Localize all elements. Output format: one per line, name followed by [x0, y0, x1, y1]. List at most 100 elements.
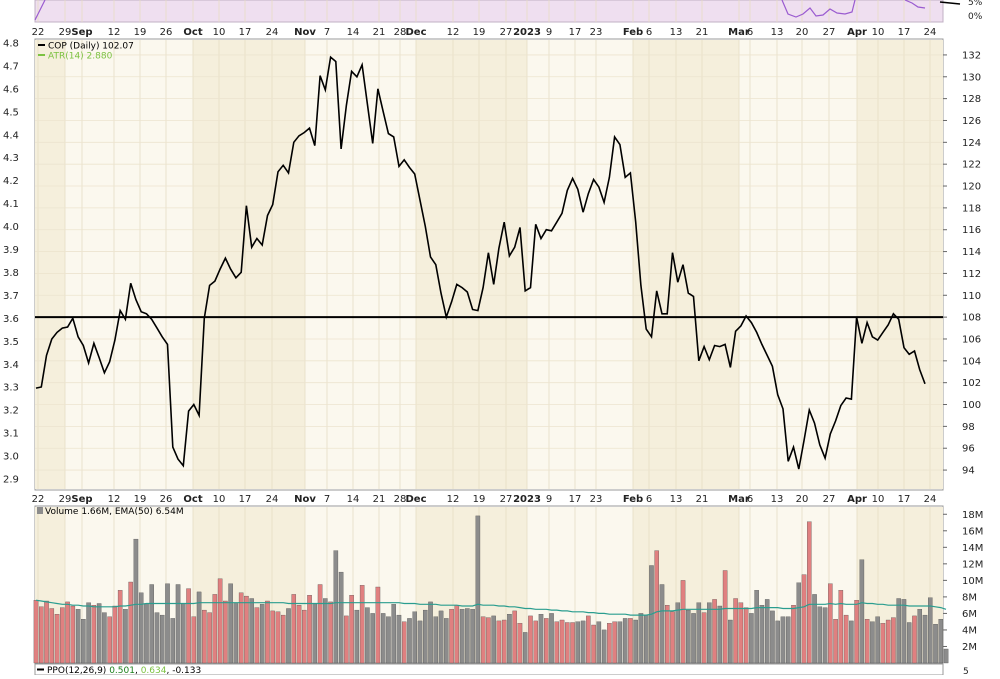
date-axis-top: 22 29 Sep 12 19 26 Oct 10 17 24 Nov 7 14 21 28 Dec 12 19 2…: [32, 27, 937, 38]
atr-axis-label: 4.3: [3, 153, 19, 164]
price-axis-label: 114: [962, 247, 981, 258]
price-axis-label: 118: [962, 203, 981, 214]
price-axis-label: 104: [962, 356, 981, 367]
volume-bar: [670, 611, 675, 664]
volume-bar: [312, 603, 318, 664]
legend-atr: ATR(14) 2.880: [48, 52, 113, 62]
volume-bar: [91, 605, 97, 664]
date-tick-label: 19: [134, 27, 147, 38]
date-tick-label: Nov: [294, 494, 316, 505]
top-panel-background: [34, 0, 944, 23]
price-axis-label: 102: [962, 378, 981, 389]
volume-bar: [212, 594, 218, 664]
volume-bar: [759, 605, 765, 664]
date-tick-label: 22: [32, 494, 45, 505]
volume-bar: [286, 608, 291, 664]
price-axis-label: 126: [962, 116, 981, 127]
date-tick-label: 17: [239, 494, 252, 505]
volume-axis-label: 12M: [962, 559, 983, 570]
volume-bar: [628, 618, 633, 664]
volume-bar: [133, 538, 139, 664]
date-tick-label: 10: [213, 494, 226, 505]
volume-bar: [528, 615, 533, 664]
volume-bar: [696, 602, 702, 664]
volume-bar: [885, 619, 891, 664]
date-tick-label: Dec: [405, 27, 426, 38]
volume-bar: [65, 601, 70, 664]
date-tick-label: 17: [569, 494, 582, 505]
volume-bar: [686, 609, 691, 664]
price-axis-label: 96: [962, 444, 975, 455]
date-tick-label: 10: [872, 494, 885, 505]
price-month-bands: [35, 40, 943, 489]
volume-bar: [691, 613, 696, 664]
date-tick-label: 29: [59, 494, 72, 505]
volume-bar: [522, 632, 528, 664]
volume-bar: [244, 595, 249, 664]
volume-axis-label: 8M: [962, 592, 977, 603]
volume-bar: [917, 609, 923, 664]
volume-bar: [75, 609, 81, 664]
date-tick-label: 13: [670, 27, 683, 38]
top-panel-line-left: [34, 0, 46, 21]
date-tick-label: 10: [213, 27, 226, 38]
date-tick-label: 27: [500, 27, 513, 38]
legend-ppo-label: PPO(12,26,9) 0.501, 0.634, -0.133: [47, 666, 201, 675]
volume-bar: [712, 599, 717, 664]
volume-bar: [870, 621, 875, 664]
date-tick-label: 26: [160, 27, 173, 38]
volume-bar: [675, 602, 681, 664]
price-axis-label: 130: [962, 72, 981, 83]
volume-bar: [664, 605, 670, 664]
volume-bar: [580, 620, 586, 664]
volume-bar: [465, 608, 470, 664]
price-axis-label: 106: [962, 334, 981, 345]
volume-bar: [570, 622, 575, 664]
volume-bar: [928, 597, 933, 664]
date-tick-label: 19: [473, 27, 486, 38]
volume-axis-label: 2M: [962, 642, 977, 653]
date-tick-label: 6: [646, 27, 652, 38]
volume-bar: [496, 620, 502, 664]
date-tick-label: 21: [696, 494, 709, 505]
date-tick-label: 14: [347, 494, 360, 505]
month-band: [527, 40, 633, 489]
volume-bar: [738, 602, 744, 664]
top-panel-overflow-line: [939, 1, 961, 5]
volume-bar: [822, 607, 828, 664]
volume-bar: [807, 521, 812, 664]
volume-bar: [680, 580, 686, 664]
date-tick-label: Mar: [728, 494, 750, 505]
date-tick-label: 19: [473, 494, 486, 505]
price-axis-label: 98: [962, 422, 975, 433]
volume-bar: [296, 605, 302, 664]
volume-ema-line: [35, 599, 947, 616]
volume-bar: [107, 616, 112, 664]
date-tick-label: Apr: [847, 27, 867, 38]
volume-bar: [444, 618, 449, 664]
date-tick-label: 21: [373, 494, 386, 505]
date-tick-label: Oct: [183, 27, 202, 38]
volume-bar: [170, 618, 176, 664]
volume-bar: [880, 623, 886, 664]
volume-bar: [54, 614, 60, 664]
volume-bar: [501, 619, 507, 664]
volume-bar: [612, 621, 617, 664]
volume-bar: [549, 613, 554, 664]
volume-bar: [228, 583, 233, 664]
volume-bar: [33, 600, 39, 664]
volume-bar: [128, 581, 133, 664]
volume-bar: [533, 620, 538, 664]
volume-bar: [749, 613, 754, 664]
price-axis-label: 122: [962, 160, 981, 171]
volume-bar: [775, 620, 780, 664]
volume-bar: [938, 619, 944, 664]
volume-bar: [438, 610, 444, 664]
volume-bar: [933, 624, 938, 664]
date-tick-label: 9: [546, 27, 552, 38]
volume-bar: [517, 623, 523, 664]
volume-bar: [791, 605, 796, 664]
price-axis-label: 108: [962, 313, 981, 324]
date-tick-label: 19: [134, 494, 147, 505]
date-tick-label: 26: [160, 494, 173, 505]
